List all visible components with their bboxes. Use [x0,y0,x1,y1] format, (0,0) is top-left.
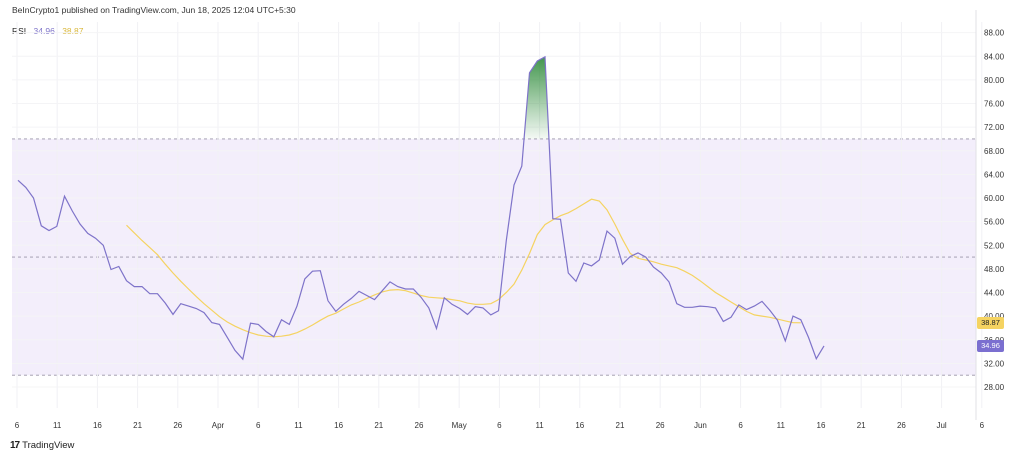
y-tick-label: 52.00 [984,241,1005,250]
x-tick-label: 26 [897,421,906,430]
footer-brand: TradingView [22,440,75,451]
y-tick-label: 84.00 [984,52,1005,61]
y-tick-label: 72.00 [984,123,1005,132]
y-tick-label: 48.00 [984,265,1005,274]
indicator-legend: RSI 34.96 38.87 [12,26,83,36]
x-tick-label: 26 [415,421,424,430]
x-tick-label: 16 [817,421,826,430]
y-tick-label: 28.00 [984,383,1005,392]
x-tick-label: May [452,421,467,430]
rsi-ma-line [126,198,801,338]
y-tick-label: 60.00 [984,194,1005,203]
y-tick-label: 44.00 [984,289,1005,298]
x-tick-label: 16 [334,421,343,430]
x-tick-label: 21 [616,421,625,430]
x-tick-label: 16 [93,421,102,430]
x-tick-label: 16 [575,421,584,430]
x-tick-label: Jul [936,421,946,430]
overbought-fill [524,56,549,139]
y-tick-label: 56.00 [984,218,1005,227]
y-tick-label: 64.00 [984,170,1005,179]
x-tick-label: 11 [777,421,786,430]
x-tick-label: 21 [133,421,142,430]
y-tick-label: 68.00 [984,147,1005,156]
x-tick-label: Jun [694,421,707,430]
x-tick-label: 11 [294,421,303,430]
x-tick-label: Apr [212,421,225,430]
x-tick-label: 6 [15,421,20,430]
rsi-value: 34.96 [33,26,55,36]
indicator-name: RSI [12,26,27,36]
ma-value: 38.87 [62,26,84,36]
x-tick-label: 11 [53,421,62,430]
y-tick-label: 32.00 [984,359,1005,368]
x-tick-label: 6 [980,421,985,430]
tradingview-logo-icon: 17 [10,440,20,451]
x-tick-label: 21 [374,421,383,430]
y-tick-label: 76.00 [984,100,1005,109]
x-tick-label: 26 [173,421,182,430]
y-tick-label: 40.00 [984,312,1005,321]
x-tick-label: 6 [256,421,261,430]
ma-value-badge: 38.87 [977,316,1004,329]
rsi-value-badge: 34.96 [977,339,1004,352]
publish-attribution: BeInCrypto1 published on TradingView.com… [12,5,296,15]
tradingview-footer: 17 TradingView [10,440,74,451]
y-tick-label: 80.00 [984,76,1005,85]
y-tick-label: 88.00 [984,29,1005,38]
x-tick-label: 6 [497,421,502,430]
x-tick-label: 11 [535,421,544,430]
x-tick-label: 26 [656,421,665,430]
rsi-line [17,55,825,361]
x-tick-label: 21 [857,421,866,430]
x-tick-label: 6 [738,421,743,430]
